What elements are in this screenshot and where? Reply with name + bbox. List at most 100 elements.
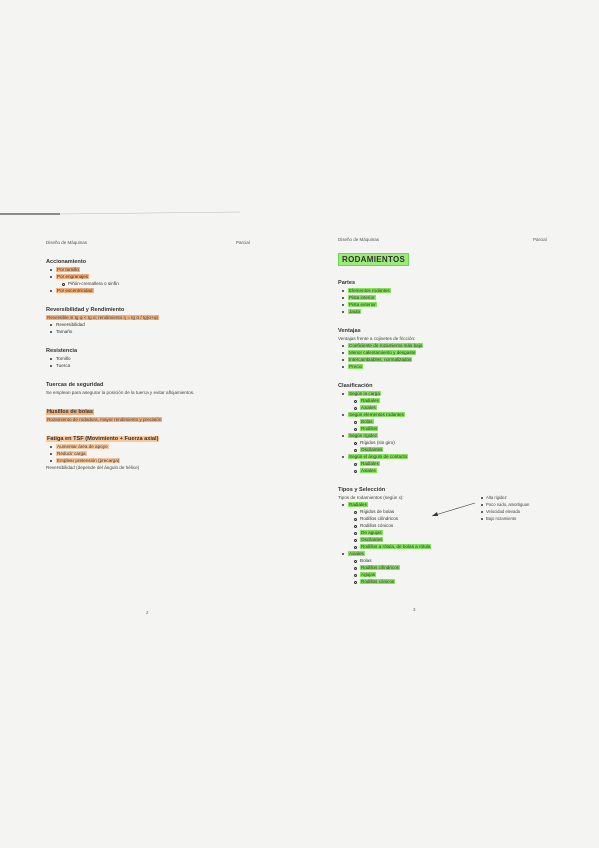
page-header: Diseño de Máquinas	[338, 237, 380, 242]
bullet	[354, 580, 358, 584]
heading: Husillos de bolas	[46, 408, 194, 416]
text: Según el ángulo de contacto	[348, 454, 409, 459]
text: Jaula	[348, 309, 361, 314]
bullet	[62, 282, 66, 286]
item: Reversibilidad	[46, 321, 194, 328]
text: Rodillos cónicos	[360, 523, 394, 528]
bullet	[354, 545, 358, 549]
scan-edge	[59, 211, 241, 215]
text: Por excentricidad	[56, 288, 94, 293]
text: Se emplean para asegurar la posición de …	[46, 390, 195, 395]
bullet	[342, 358, 344, 361]
text: Reversibilidad (depende del ángulo de hé…	[46, 465, 140, 470]
text: De agujas	[360, 530, 383, 535]
arrow	[431, 502, 476, 517]
item: Bolas	[338, 418, 431, 425]
item: Rodillos cilíndricos	[338, 515, 431, 522]
note-item: Alta rigidez	[480, 494, 529, 501]
text: Agujas	[360, 572, 377, 577]
item: Elementos rodantes	[338, 287, 431, 294]
para: Ventajas frente a cojinetes de fricción:	[338, 335, 431, 342]
item: Piñón-cremallera o sinfín	[46, 280, 194, 287]
item: Axiales	[338, 467, 431, 474]
text: Reversible si tg φ < tg α; rendimiento η…	[46, 315, 160, 320]
page-header: Parcial	[533, 237, 547, 242]
text: Velocidad elevada	[486, 509, 520, 514]
page-body: RODAMIENTOS Partes Elementos rodantes Pista…	[338, 247, 432, 585]
bullet	[50, 275, 52, 278]
item: Menor calentamiento y desgaste	[338, 349, 431, 356]
text: Según elementos rodantes	[348, 412, 405, 417]
bullet	[354, 441, 358, 445]
heading: Fatiga en TSF (Movimiento + Fuerza axial…	[46, 435, 194, 443]
page-body: Accionamiento Por tornillo Por engranajes P…	[46, 250, 194, 471]
page-header: Diseño de Máquinas	[46, 240, 88, 245]
text: Rodillos cilíndricos	[360, 565, 401, 570]
item: Pista exterior	[338, 301, 431, 308]
text: Tuerca	[56, 363, 71, 368]
item: Rígidos de bolas	[338, 508, 431, 515]
bullet	[354, 510, 358, 514]
item: Por engranajes	[46, 273, 194, 280]
para: Reversibilidad (depende del ángulo de hé…	[46, 464, 194, 471]
item: Radiales	[338, 397, 431, 404]
text: Intercambiables, normalizados	[348, 357, 413, 362]
text: Partes	[338, 280, 356, 286]
bullet	[342, 289, 344, 292]
text: Según rigidez	[348, 433, 379, 438]
item: Por excentricidad	[46, 287, 194, 294]
item: Precio	[338, 363, 431, 370]
bullet	[50, 330, 52, 333]
text: Tamaño	[56, 329, 73, 334]
text: Axiales	[360, 405, 377, 410]
text: Clasificación	[338, 383, 373, 389]
item: Radiales	[338, 501, 431, 508]
bullet	[342, 434, 344, 437]
item: Tuerca	[46, 362, 194, 369]
bullet	[50, 289, 52, 292]
item: Aumentar área de apoyo	[46, 443, 194, 450]
item: Axiales	[338, 550, 431, 557]
bullet	[481, 510, 483, 513]
bullet	[50, 268, 52, 271]
bullet	[342, 392, 344, 395]
item: Jaula	[338, 308, 431, 315]
bullet	[342, 455, 344, 458]
page-number: 3	[413, 607, 416, 612]
para: Rozamiento de rodadura, mayor rendimient…	[46, 416, 194, 423]
side-note: Alta rigidez Poco ruido, amortiguan Veloci…	[480, 494, 529, 522]
bullet	[354, 524, 358, 528]
item: Agujas	[338, 571, 431, 578]
text: Menor calentamiento y desgaste	[348, 350, 417, 355]
text: Alta rigidez	[486, 495, 507, 500]
text: Radiales	[348, 502, 368, 507]
bullet	[354, 538, 358, 542]
item: Bolas	[338, 557, 431, 564]
text: Husillos de bolas	[46, 409, 95, 415]
text: Poco ruido, amortiguan	[486, 502, 530, 507]
bullet	[50, 445, 52, 448]
bullet	[50, 452, 52, 455]
item: Coeficiente de rozamiento más bajo	[338, 342, 431, 349]
heading: Ventajas	[338, 327, 431, 335]
bullet	[481, 503, 483, 506]
bullet	[354, 573, 358, 577]
bullet	[354, 448, 358, 452]
bullet	[342, 296, 344, 299]
bullet	[342, 351, 344, 354]
text: Rodillos cónicos	[360, 579, 396, 584]
arrow-head	[432, 512, 438, 516]
text: Pista interior	[348, 295, 376, 300]
text: Fatiga en TSF (Movimiento + Fuerza axial…	[46, 436, 160, 442]
text: Rozamiento de rodadura, mayor rendimient…	[46, 417, 163, 422]
item: Según elementos rodantes	[338, 411, 431, 418]
bullet	[354, 406, 358, 410]
bullet	[354, 420, 358, 424]
item: Pista interior	[338, 294, 431, 301]
note-item: Velocidad elevada	[480, 508, 529, 515]
text: Precio	[348, 364, 364, 369]
text: Accionamiento	[46, 259, 87, 265]
item: Rodillos a rótula, de bolas a rótula	[338, 543, 432, 550]
text: Bajo rozamiento	[486, 516, 517, 521]
